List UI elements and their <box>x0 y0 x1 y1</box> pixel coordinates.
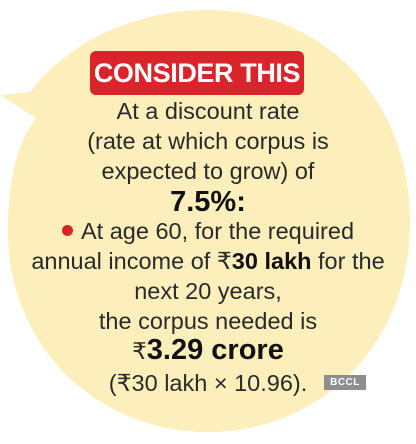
text-line-2: (rate at which corpus is <box>87 128 329 154</box>
bullet-text: At age 60, for the required <box>80 218 355 244</box>
text-line-7: next 20 years, <box>134 278 282 304</box>
consider-this-badge: CONSIDER THIS <box>90 51 304 95</box>
formula-line: (₹30 lakh × 10.96). <box>108 370 308 396</box>
bullet-line: At age 60, for the required <box>0 216 416 246</box>
income-prefix: annual income of ₹ <box>31 248 232 274</box>
corpus-value: 3.29 crore <box>146 334 284 366</box>
discount-rate-value: 7.5%: <box>170 186 246 218</box>
income-suffix: for the <box>311 248 385 274</box>
text-line-3: expected to grow) of <box>101 158 315 184</box>
bccl-watermark: BCCL <box>324 375 366 390</box>
income-amount: 30 lakh <box>231 248 312 274</box>
corpus-line: ₹3.29 crore <box>0 332 416 369</box>
speech-bubble-shape <box>0 10 410 432</box>
text-line-8: the corpus needed is <box>98 308 318 334</box>
text-line-6: annual income of ₹30 lakh for the <box>0 246 416 276</box>
rupee-symbol: ₹ <box>132 338 147 364</box>
text-line-1: At a discount rate <box>116 98 300 124</box>
red-dot-icon <box>61 225 73 236</box>
